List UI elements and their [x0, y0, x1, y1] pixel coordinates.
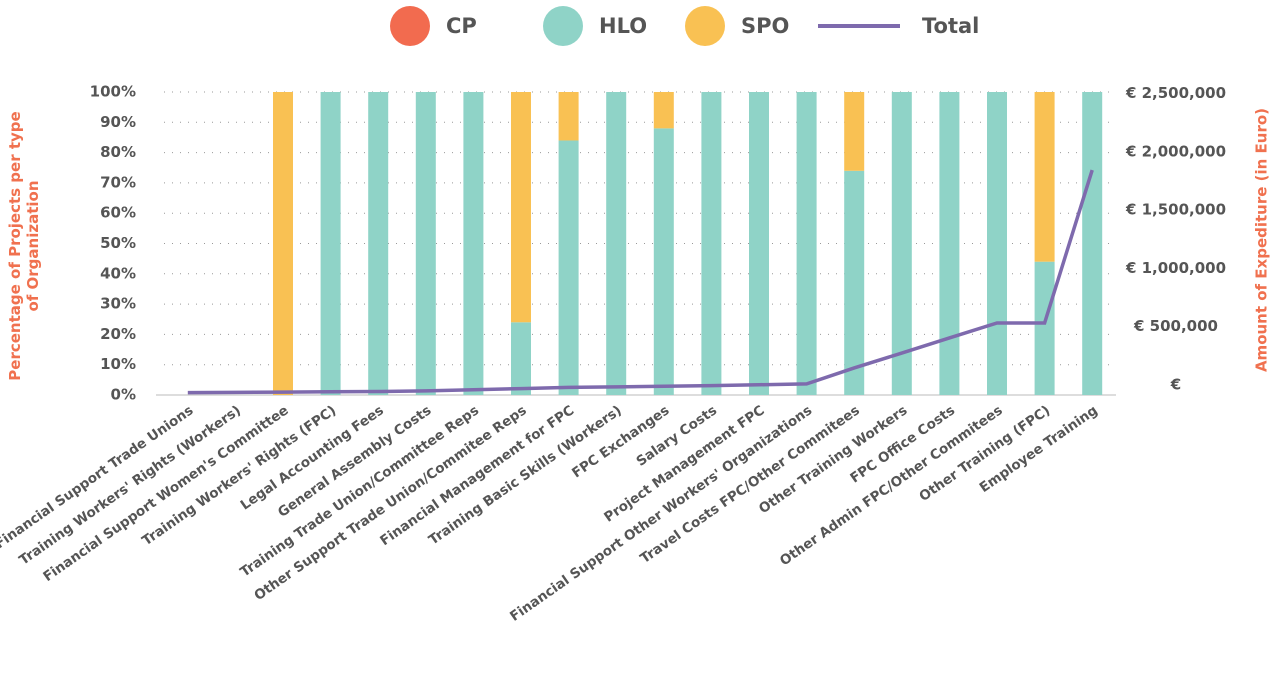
bar-segment [273, 92, 293, 395]
bar-segment [463, 92, 484, 395]
legend-swatch [685, 6, 725, 46]
y-axis-title: Percentage of Projects per typeof Organi… [6, 111, 42, 380]
y2-axis-title: Amount of Expediture (in Euro) [1253, 108, 1271, 372]
legend-swatch [390, 6, 430, 46]
bar-segment [511, 322, 531, 395]
bar-segment [415, 92, 436, 395]
y-tick-label: 50% [100, 234, 136, 252]
y-tick-label: 90% [100, 113, 136, 131]
bar-segment [701, 92, 722, 395]
legend-swatch [543, 6, 583, 46]
bar-segment [891, 92, 912, 395]
y-tick-label: 40% [100, 264, 136, 282]
y-tick-label: 30% [100, 295, 136, 313]
bar-segment [653, 92, 674, 129]
line-series [187, 169, 1094, 395]
legend-label: Total [922, 14, 979, 38]
y2-tick-label: € 2,500,000 [1125, 84, 1226, 102]
y2-tick-label: € 500,000 [1133, 317, 1218, 335]
y2-tick-label: € [1170, 376, 1181, 394]
y-tick-label: 100% [90, 83, 136, 101]
y2-tick-label: € 2,000,000 [1125, 142, 1226, 160]
bar-segment [320, 92, 341, 395]
y2-tick-label: € 1,000,000 [1125, 259, 1226, 277]
y-tick-label: 10% [100, 355, 136, 373]
bar-segment [1034, 261, 1055, 395]
bar-segment [844, 92, 865, 171]
legend-label: HLO [599, 14, 647, 38]
bar-segment [1034, 92, 1055, 262]
legend: CP HLO SPO Total [390, 6, 979, 46]
bar-segment [796, 92, 817, 395]
bar-segment [653, 128, 674, 396]
y-tick-label: 60% [100, 204, 136, 222]
y2-tick-label: € 1,500,000 [1125, 201, 1226, 219]
y-tick-label: 20% [100, 325, 136, 343]
bar-segment [939, 92, 960, 395]
bar-segment [987, 92, 1007, 395]
y-tick-label: 0% [111, 386, 136, 404]
bar-segment [558, 92, 579, 141]
bar-segment [749, 92, 769, 395]
bar-segment [368, 92, 389, 395]
legend-label: SPO [741, 14, 789, 38]
legend-label: CP [446, 14, 477, 38]
y-tick-label: 80% [100, 143, 136, 161]
bar-segment [606, 92, 627, 395]
y-tick-label: 70% [100, 173, 136, 191]
bar-segment [558, 140, 579, 395]
bar-segment [844, 170, 865, 395]
bar-segment [1082, 92, 1103, 395]
bar-segment [511, 92, 531, 323]
